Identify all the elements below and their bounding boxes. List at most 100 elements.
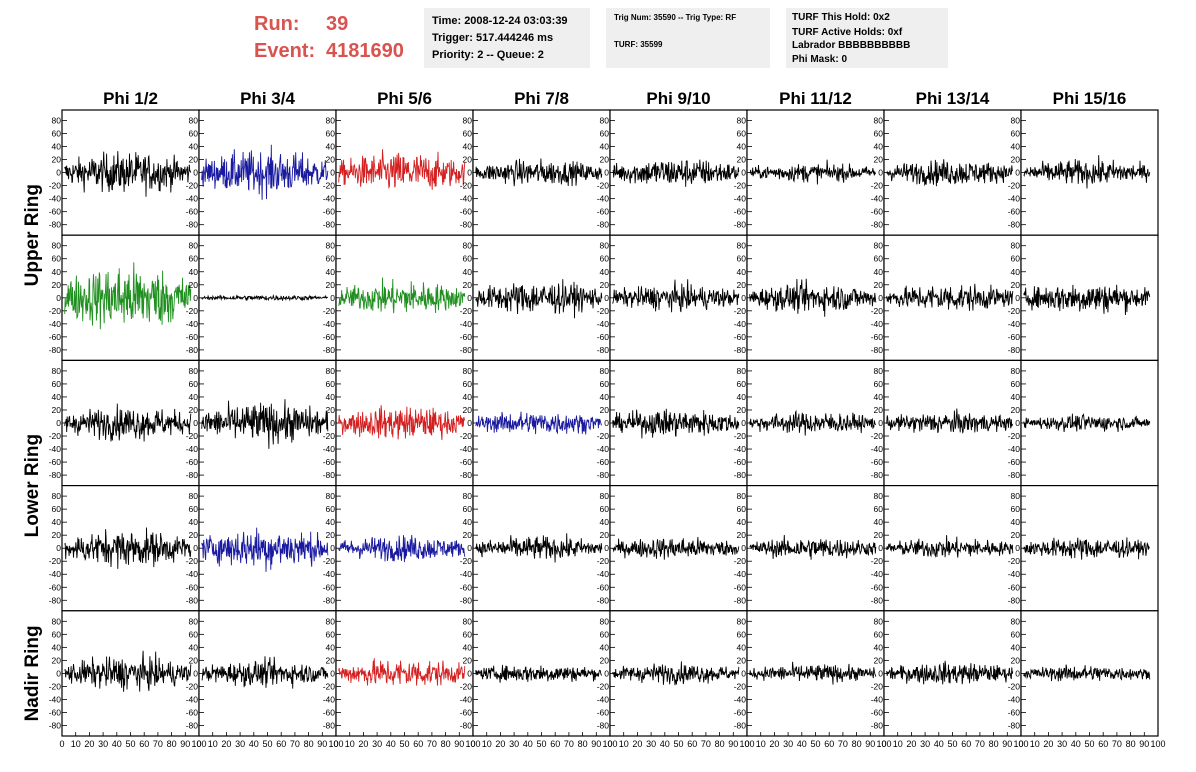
y-tick-label: 0	[330, 668, 335, 678]
y-tick-label: -60	[871, 707, 884, 717]
x-tick-label: 100	[191, 739, 206, 749]
x-tick-label: 10	[208, 739, 218, 749]
x-tick-label: 100	[602, 739, 617, 749]
y-tick-label: 60	[737, 379, 747, 389]
waveform-panel: 80 60 40 20 0 -20 -40 -60 -80	[1008, 485, 1159, 612]
x-tick-label: 70	[564, 739, 574, 749]
y-tick-label: -60	[597, 332, 610, 342]
waveform-panel: 80 60 40 20 0 -20 -40 -60 -80	[597, 485, 748, 612]
y-tick-label: 60	[326, 254, 336, 264]
y-tick-label: 20	[737, 155, 747, 165]
y-tick-label: 60	[874, 629, 884, 639]
y-tick-label: 60	[463, 379, 473, 389]
y-tick-label: 80	[1011, 616, 1021, 626]
y-tick-label: 20	[600, 405, 610, 415]
y-tick-label: -20	[597, 306, 610, 316]
x-tick-label: 20	[1043, 739, 1053, 749]
y-tick-label: 80	[326, 116, 336, 126]
y-tick-label: 60	[326, 629, 336, 639]
x-tick-label: 100	[328, 739, 343, 749]
y-tick-label: -60	[323, 582, 336, 592]
y-tick-label: -40	[460, 194, 473, 204]
waveform-trace	[749, 534, 877, 560]
x-tick-label: 30	[920, 739, 930, 749]
y-tick-label: -60	[186, 582, 199, 592]
y-tick-label: 20	[874, 280, 884, 290]
y-tick-label: 60	[52, 504, 62, 514]
waveform-trace	[886, 159, 1014, 187]
y-tick-label: 80	[463, 616, 473, 626]
labrador-text: Labrador BBBBBBBBBB	[792, 40, 910, 51]
y-tick-label: 20	[1011, 655, 1021, 665]
y-tick-label: 60	[52, 129, 62, 139]
panel-bg	[424, 8, 590, 68]
y-tick-label: -20	[460, 556, 473, 566]
x-tick-label: 30	[783, 739, 793, 749]
y-tick-label: 40	[189, 392, 199, 402]
x-tick-label: 50	[125, 739, 135, 749]
x-tick-label: 70	[427, 739, 437, 749]
turf-active-holds-text: TURF Active Holds: 0xf	[792, 27, 903, 38]
x-tick-label: 90	[1139, 739, 1149, 749]
y-tick-label: 0	[604, 543, 609, 553]
x-tick-label: 10	[619, 739, 629, 749]
waveform-trace	[64, 262, 192, 330]
y-tick-label: 80	[52, 366, 62, 376]
y-tick-label: 20	[326, 405, 336, 415]
y-tick-label: -40	[871, 444, 884, 454]
y-tick-label: -80	[186, 470, 199, 480]
y-tick-label: 80	[737, 366, 747, 376]
y-tick-label: 40	[1011, 517, 1021, 527]
y-tick-label: -20	[1008, 306, 1021, 316]
run-value: 39	[326, 13, 348, 35]
y-tick-label: 60	[1011, 504, 1021, 514]
y-tick-label: -80	[597, 345, 610, 355]
y-tick-label: -60	[460, 707, 473, 717]
y-tick-label: -20	[186, 181, 199, 191]
y-tick-label: 80	[326, 366, 336, 376]
y-tick-label: -20	[460, 681, 473, 691]
y-tick-label: 0	[878, 418, 883, 428]
y-tick-label: 40	[600, 392, 610, 402]
y-tick-label: 0	[1015, 418, 1020, 428]
x-tick-label: 50	[536, 739, 546, 749]
y-tick-label: -60	[734, 707, 747, 717]
waveform-trace	[749, 409, 877, 436]
x-tick-label: 30	[1057, 739, 1067, 749]
waveform-panel: 80 60 40 20 0 -20 -40 -60 -80	[734, 109, 885, 236]
x-tick-label: 40	[934, 739, 944, 749]
y-tick-label: -40	[1008, 694, 1021, 704]
waveform-trace	[475, 533, 603, 563]
y-tick-label: 80	[600, 366, 610, 376]
y-tick-label: 20	[189, 405, 199, 415]
y-tick-label: -40	[597, 444, 610, 454]
y-tick-label: -60	[460, 457, 473, 467]
x-tick-label: 20	[906, 739, 916, 749]
y-tick-label: -60	[49, 207, 62, 217]
x-tick-label: 100	[739, 739, 754, 749]
y-tick-label: -80	[460, 220, 473, 230]
y-tick-label: 20	[737, 280, 747, 290]
y-tick-label: 40	[874, 267, 884, 277]
y-tick-label: 80	[463, 116, 473, 126]
x-tick-label: 0	[1018, 739, 1023, 749]
y-tick-label: 80	[874, 241, 884, 251]
y-tick-label: -80	[597, 470, 610, 480]
y-tick-label: 40	[463, 392, 473, 402]
y-tick-label: 0	[604, 418, 609, 428]
y-tick-label: 0	[604, 668, 609, 678]
y-tick-label: 80	[600, 116, 610, 126]
x-tick-label: 10	[482, 739, 492, 749]
y-tick-label: -40	[1008, 194, 1021, 204]
waveform-panel: 80 60 40 20 0 -20 -40 -60 -80	[734, 485, 885, 612]
y-tick-label: 80	[737, 491, 747, 501]
y-tick-label: -20	[186, 306, 199, 316]
y-tick-label: 0	[467, 668, 472, 678]
turf-text: TURF: 35599	[614, 40, 663, 49]
y-tick-label: 60	[600, 379, 610, 389]
y-tick-label: -40	[734, 569, 747, 579]
